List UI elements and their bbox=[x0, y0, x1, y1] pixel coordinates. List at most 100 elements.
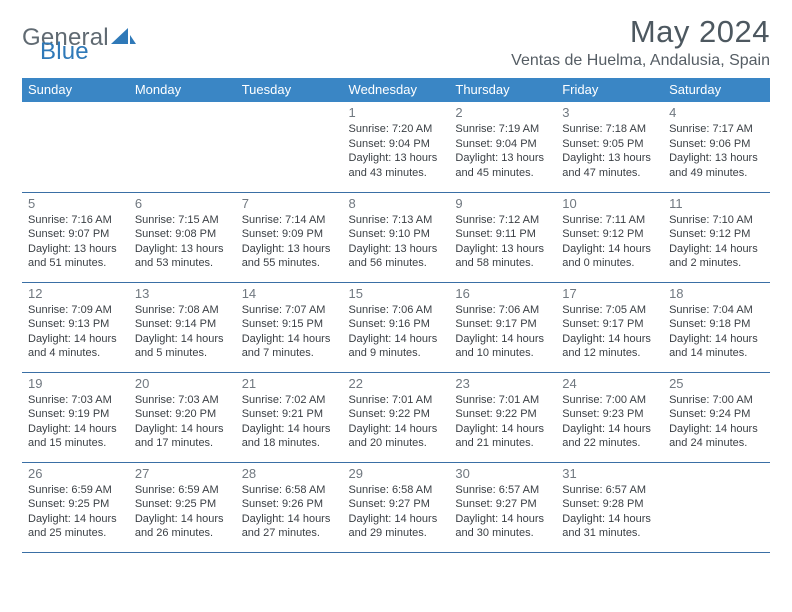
day-number: 19 bbox=[28, 376, 125, 391]
calendar-day-cell: 16Sunrise: 7:06 AMSunset: 9:17 PMDayligh… bbox=[449, 282, 556, 372]
day-number: 9 bbox=[455, 196, 552, 211]
weekday-header: Saturday bbox=[663, 78, 770, 102]
calendar-day-cell: 29Sunrise: 6:58 AMSunset: 9:27 PMDayligh… bbox=[343, 462, 450, 552]
daylight-text: Daylight: 14 hours and 26 minutes. bbox=[135, 512, 232, 541]
day-number: 23 bbox=[455, 376, 552, 391]
daylight-text: Daylight: 14 hours and 24 minutes. bbox=[669, 422, 766, 451]
calendar-day-cell: 20Sunrise: 7:03 AMSunset: 9:20 PMDayligh… bbox=[129, 372, 236, 462]
daylight-text: Daylight: 14 hours and 2 minutes. bbox=[669, 242, 766, 271]
sunset-text: Sunset: 9:12 PM bbox=[562, 227, 659, 242]
sunset-text: Sunset: 9:27 PM bbox=[349, 497, 446, 512]
calendar-day-cell: 26Sunrise: 6:59 AMSunset: 9:25 PMDayligh… bbox=[22, 462, 129, 552]
weekday-header: Thursday bbox=[449, 78, 556, 102]
sunrise-text: Sunrise: 7:04 AM bbox=[669, 303, 766, 318]
day-number: 20 bbox=[135, 376, 232, 391]
calendar-day-cell: 3Sunrise: 7:18 AMSunset: 9:05 PMDaylight… bbox=[556, 102, 663, 192]
day-number: 11 bbox=[669, 196, 766, 211]
sunset-text: Sunset: 9:15 PM bbox=[242, 317, 339, 332]
daylight-text: Daylight: 13 hours and 53 minutes. bbox=[135, 242, 232, 271]
calendar-day-cell: 18Sunrise: 7:04 AMSunset: 9:18 PMDayligh… bbox=[663, 282, 770, 372]
daylight-text: Daylight: 13 hours and 47 minutes. bbox=[562, 151, 659, 180]
sunrise-text: Sunrise: 7:08 AM bbox=[135, 303, 232, 318]
sunrise-text: Sunrise: 6:58 AM bbox=[242, 483, 339, 498]
sunrise-text: Sunrise: 7:01 AM bbox=[349, 393, 446, 408]
sunset-text: Sunset: 9:04 PM bbox=[349, 137, 446, 152]
daylight-text: Daylight: 14 hours and 7 minutes. bbox=[242, 332, 339, 361]
sunset-text: Sunset: 9:17 PM bbox=[455, 317, 552, 332]
daylight-text: Daylight: 14 hours and 21 minutes. bbox=[455, 422, 552, 451]
daylight-text: Daylight: 13 hours and 55 minutes. bbox=[242, 242, 339, 271]
calendar-day-cell: 30Sunrise: 6:57 AMSunset: 9:27 PMDayligh… bbox=[449, 462, 556, 552]
daylight-text: Daylight: 14 hours and 18 minutes. bbox=[242, 422, 339, 451]
sunrise-text: Sunrise: 7:03 AM bbox=[135, 393, 232, 408]
calendar-day-cell: 10Sunrise: 7:11 AMSunset: 9:12 PMDayligh… bbox=[556, 192, 663, 282]
day-number: 2 bbox=[455, 105, 552, 120]
sunset-text: Sunset: 9:10 PM bbox=[349, 227, 446, 242]
daylight-text: Daylight: 14 hours and 20 minutes. bbox=[349, 422, 446, 451]
sunrise-text: Sunrise: 7:02 AM bbox=[242, 393, 339, 408]
day-number: 8 bbox=[349, 196, 446, 211]
weekday-header: Wednesday bbox=[343, 78, 450, 102]
sunset-text: Sunset: 9:14 PM bbox=[135, 317, 232, 332]
sunrise-text: Sunrise: 7:10 AM bbox=[669, 213, 766, 228]
sunrise-text: Sunrise: 7:15 AM bbox=[135, 213, 232, 228]
sunrise-text: Sunrise: 7:00 AM bbox=[669, 393, 766, 408]
calendar-table: Sunday Monday Tuesday Wednesday Thursday… bbox=[22, 78, 770, 553]
day-number: 7 bbox=[242, 196, 339, 211]
daylight-text: Daylight: 13 hours and 43 minutes. bbox=[349, 151, 446, 180]
month-title: May 2024 bbox=[511, 14, 770, 50]
daylight-text: Daylight: 13 hours and 58 minutes. bbox=[455, 242, 552, 271]
sunrise-text: Sunrise: 6:58 AM bbox=[349, 483, 446, 498]
sunset-text: Sunset: 9:24 PM bbox=[669, 407, 766, 422]
calendar-day-cell: 24Sunrise: 7:00 AMSunset: 9:23 PMDayligh… bbox=[556, 372, 663, 462]
sunset-text: Sunset: 9:05 PM bbox=[562, 137, 659, 152]
daylight-text: Daylight: 14 hours and 25 minutes. bbox=[28, 512, 125, 541]
calendar-day-cell: 21 Sunrise: 7:02 AMSunset: 9:21 PMDayligh… bbox=[236, 372, 343, 462]
sunrise-text: Sunrise: 7:01 AM bbox=[455, 393, 552, 408]
calendar-week-row: 12Sunrise: 7:09 AMSunset: 9:13 PMDayligh… bbox=[22, 282, 770, 372]
calendar-head: Sunday Monday Tuesday Wednesday Thursday… bbox=[22, 78, 770, 102]
calendar-day-cell: 12Sunrise: 7:09 AMSunset: 9:13 PMDayligh… bbox=[22, 282, 129, 372]
calendar-day-cell: 28Sunrise: 6:58 AMSunset: 9:26 PMDayligh… bbox=[236, 462, 343, 552]
day-number: 6 bbox=[135, 196, 232, 211]
sunrise-text: Sunrise: 6:57 AM bbox=[562, 483, 659, 498]
sunrise-text: Sunrise: 7:07 AM bbox=[242, 303, 339, 318]
day-number: 5 bbox=[28, 196, 125, 211]
sunrise-text: Sunrise: 7:18 AM bbox=[562, 122, 659, 137]
sunset-text: Sunset: 9:25 PM bbox=[135, 497, 232, 512]
brand-name-b-wrap: Blue bbox=[22, 38, 89, 66]
sunset-text: Sunset: 9:06 PM bbox=[669, 137, 766, 152]
sunrise-text: Sunrise: 7:14 AM bbox=[242, 213, 339, 228]
sunset-text: Sunset: 9:11 PM bbox=[455, 227, 552, 242]
sunset-text: Sunset: 9:28 PM bbox=[562, 497, 659, 512]
daylight-text: Daylight: 13 hours and 56 minutes. bbox=[349, 242, 446, 271]
calendar-day-cell: 22Sunrise: 7:01 AMSunset: 9:22 PMDayligh… bbox=[343, 372, 450, 462]
sunrise-text: Sunrise: 7:12 AM bbox=[455, 213, 552, 228]
day-number: 17 bbox=[562, 286, 659, 301]
calendar-day-cell: 27Sunrise: 6:59 AMSunset: 9:25 PMDayligh… bbox=[129, 462, 236, 552]
sunset-text: Sunset: 9:23 PM bbox=[562, 407, 659, 422]
day-number: 10 bbox=[562, 196, 659, 211]
sunrise-text: Sunrise: 7:13 AM bbox=[349, 213, 446, 228]
weekday-header: Monday bbox=[129, 78, 236, 102]
brand-name-b: Blue bbox=[40, 38, 89, 65]
sunset-text: Sunset: 9:25 PM bbox=[28, 497, 125, 512]
daylight-text: Daylight: 14 hours and 14 minutes. bbox=[669, 332, 766, 361]
calendar-day-cell: 25Sunrise: 7:00 AMSunset: 9:24 PMDayligh… bbox=[663, 372, 770, 462]
calendar-day-cell: 4Sunrise: 7:17 AMSunset: 9:06 PMDaylight… bbox=[663, 102, 770, 192]
daylight-text: Daylight: 13 hours and 51 minutes. bbox=[28, 242, 125, 271]
daylight-text: Daylight: 13 hours and 49 minutes. bbox=[669, 151, 766, 180]
daylight-text: Daylight: 14 hours and 10 minutes. bbox=[455, 332, 552, 361]
sunrise-text: Sunrise: 6:57 AM bbox=[455, 483, 552, 498]
sunset-text: Sunset: 9:16 PM bbox=[349, 317, 446, 332]
sunset-text: Sunset: 9:20 PM bbox=[135, 407, 232, 422]
sunset-text: Sunset: 9:21 PM bbox=[242, 407, 339, 422]
day-number: 21 bbox=[242, 376, 339, 391]
sunset-text: Sunset: 9:17 PM bbox=[562, 317, 659, 332]
daylight-text: Daylight: 14 hours and 12 minutes. bbox=[562, 332, 659, 361]
daylight-text: Daylight: 14 hours and 15 minutes. bbox=[28, 422, 125, 451]
calendar-week-row: 1Sunrise: 7:20 AMSunset: 9:04 PMDaylight… bbox=[22, 102, 770, 192]
calendar-day-cell bbox=[663, 462, 770, 552]
topbar: General May 2024 Ventas de Huelma, Andal… bbox=[22, 14, 770, 70]
daylight-text: Daylight: 14 hours and 5 minutes. bbox=[135, 332, 232, 361]
